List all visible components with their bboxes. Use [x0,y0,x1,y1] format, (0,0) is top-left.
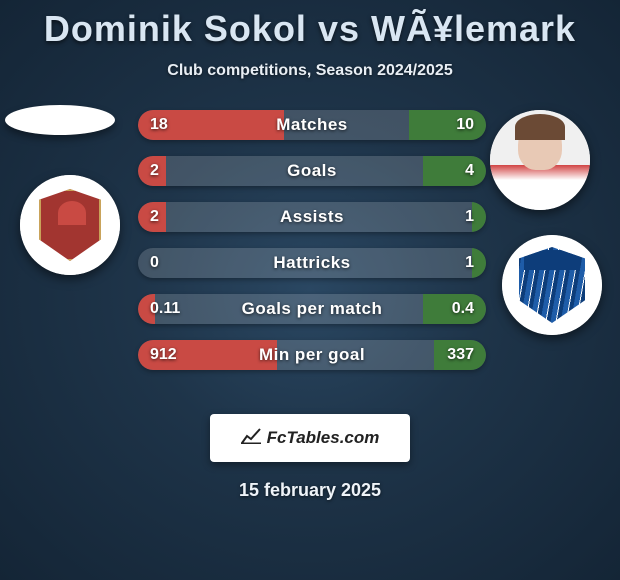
chart-icon [241,428,261,449]
stat-label: Hattricks [138,248,486,278]
player1-value: 0 [150,248,159,278]
player1-value: 18 [150,110,168,140]
stat-label: Assists [138,202,486,232]
player1-value: 2 [150,156,159,186]
player1-value: 0.11 [150,294,180,324]
player1-club-badge [20,175,120,275]
snapshot-date: 15 february 2025 [0,480,620,501]
player2-value: 4 [465,156,474,186]
stat-row: Goals2 4 [138,156,486,186]
stat-row: Min per goal912 337 [138,340,486,370]
stat-row: Assists2 1 [138,202,486,232]
branding-label: FcTables.com [267,428,380,448]
player2-value: 0.4 [452,294,474,324]
comparison-panel: Matches1810Goals24Assists21Hattricks01Go… [0,110,620,390]
stat-bars: Matches1810Goals24Assists21Hattricks01Go… [138,110,486,386]
player2-value: 1 [465,248,474,278]
stat-label: Goals [138,156,486,186]
stat-label: Goals per match [138,294,486,324]
stat-row: Matches18 10 [138,110,486,140]
branding-badge: FcTables.com [210,414,410,462]
player2-value: 337 [447,340,474,370]
page-title: Dominik Sokol vs WÃ¥lemark [0,0,620,50]
stat-row: Goals per match0.11 0.4 [138,294,486,324]
player1-photo [5,105,115,135]
subtitle: Club competitions, Season 2024/2025 [0,62,620,80]
stat-row: Hattricks0 1 [138,248,486,278]
player2-value: 1 [465,202,474,232]
player2-value: 10 [456,110,474,140]
stat-label: Matches [138,110,486,140]
player1-value: 912 [150,340,177,370]
player2-photo [490,110,590,210]
player2-club-badge [502,235,602,335]
player1-value: 2 [150,202,159,232]
stat-label: Min per goal [138,340,486,370]
